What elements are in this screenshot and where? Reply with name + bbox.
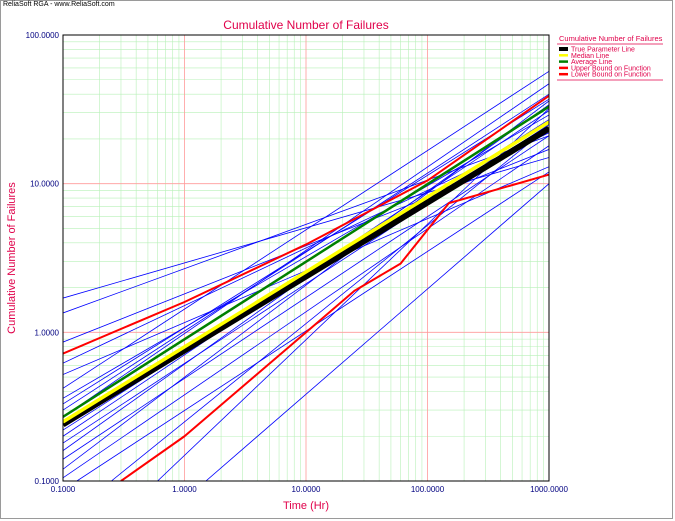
y-tick-label: 0.1000 [35, 477, 60, 486]
simulation-line [111, 126, 549, 481]
simulation-line [63, 70, 549, 389]
average-line-series [63, 105, 549, 418]
legend-label-lower-bound-on-function: Lower Bound on Function [571, 72, 651, 79]
simulation-line [63, 100, 549, 470]
app-header: ReliaSoft RGA - www.ReliaSoft.com [3, 1, 115, 8]
x-tick-label: 1000.0000 [530, 485, 568, 494]
axis-tick-labels: 0.1000 1.0000 10.0000 100.0000 1000.0000 0.10… [26, 31, 569, 494]
legend-swatch-average-line [559, 60, 568, 63]
legend-swatch-true-parameter-line [559, 47, 568, 51]
simulation-line [63, 93, 549, 411]
plot-area-border [62, 34, 550, 482]
median-line-series [63, 120, 549, 424]
simulation-line [63, 149, 549, 343]
y-tick-label: 1.0000 [35, 328, 60, 337]
simulation-line [63, 98, 549, 405]
simulation-line [63, 83, 549, 418]
legend: Cumulative Number of Failures True Param… [557, 34, 663, 81]
x-tick-label: 0.1000 [51, 485, 76, 494]
simulation-line [63, 145, 549, 479]
upper-bound-on-function-series [63, 94, 549, 355]
series-lines [63, 94, 549, 481]
x-tick-label: 10.0000 [292, 485, 321, 494]
y-tick-label: 10.0000 [30, 180, 59, 189]
legend-label-average-line: Average Line [571, 59, 612, 66]
y-axis-label: Cumulative Number of Failures [6, 182, 18, 334]
simulation-line [63, 135, 549, 460]
simulation-line [205, 183, 549, 481]
x-tick-label: 100.0000 [411, 485, 445, 494]
legend-swatch-median-line [559, 54, 568, 57]
legend-swatch-upper-bound-on-function [559, 66, 568, 70]
legend-label-upper-bound-on-function: Upper Bound on Function [571, 65, 651, 72]
legend-label-true-parameter-line: True Parameter Line [571, 47, 635, 54]
legend-title: Cumulative Number of Failures [559, 34, 663, 43]
y-tick-label: 100.0000 [26, 31, 60, 40]
chart-title: Cumulative Number of Failures [223, 18, 388, 32]
x-tick-label: 1.0000 [172, 485, 197, 494]
x-axis-label: Time (Hr) [283, 500, 329, 512]
true-parameter-line-series [63, 125, 549, 428]
lower-bound-on-function-series [120, 173, 549, 481]
legend-swatch-lower-bound-on-function [559, 72, 568, 76]
legend-label-median-line: Median Line [571, 53, 609, 60]
